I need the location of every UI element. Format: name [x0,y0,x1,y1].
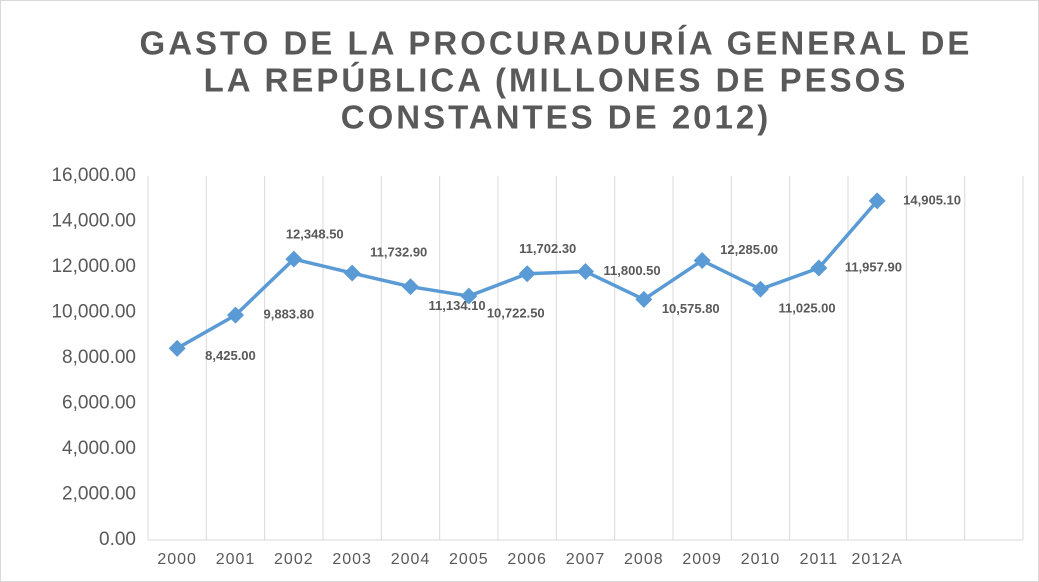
y-tick-label: 4,000.00 [62,438,136,459]
y-tick-label: 0.00 [99,529,136,550]
x-tick-label: 2009 [682,551,722,568]
chart-title: GASTO DE LA PROCURADURÍA GENERAL DE [140,25,973,62]
x-tick-label: 2003 [332,551,372,568]
y-tick-label: 2,000.00 [62,484,136,505]
chart-title: LA REPÚBLICA (MILLONES DE PESOS [204,62,909,99]
x-tick-label: 2008 [624,551,664,568]
x-tick-label: 2011 [800,551,838,568]
data-point [518,265,536,283]
data-point [752,280,769,298]
y-tick-label: 6,000.00 [62,393,136,414]
data-point [810,259,828,277]
data-point [635,290,653,308]
data-point [868,192,886,210]
x-tick-label: 2010 [741,551,781,568]
x-tick-label: 2000 [157,551,197,568]
data-label: 11,025.00 [779,301,836,316]
x-tick-label: 2004 [391,551,431,568]
x-tick-label: 2002 [274,551,314,568]
data-label: 11,957.90 [845,259,902,274]
data-point [402,278,419,296]
data-label: 12,348.50 [286,227,344,242]
data-label: 9,883.80 [264,307,315,322]
data-label: 11,702.30 [519,241,576,256]
x-tick-label: 2001 [216,551,256,568]
data-point [693,252,711,270]
data-point [577,263,594,281]
y-tick-label: 8,000.00 [62,347,136,368]
data-label: 8,425.00 [205,348,256,363]
data-point [168,339,186,357]
data-point [343,264,361,282]
y-tick-label: 10,000.00 [51,302,136,323]
y-tick-label: 16,000.00 [51,165,136,186]
data-label: 11,800.50 [604,263,661,278]
data-label: 12,285.00 [720,242,778,257]
data-label: 11,134.10 [429,298,486,313]
data-point [460,287,478,305]
data-label: 14,905.10 [903,192,961,207]
data-label: 11,732.90 [370,245,427,260]
data-label: 10,722.50 [487,306,545,321]
x-tick-label: 2012A [852,551,903,568]
y-tick-label: 14,000.00 [51,211,136,232]
x-tick-label: 2007 [566,551,606,568]
chart-title: CONSTANTES DE 2012) [341,99,771,136]
x-tick-label: 2005 [449,551,489,568]
x-tick-label: 2006 [507,551,547,568]
data-point [227,306,244,324]
data-label: 10,575.80 [662,301,720,316]
y-tick-label: 12,000.00 [51,256,136,277]
data-point [285,250,303,268]
